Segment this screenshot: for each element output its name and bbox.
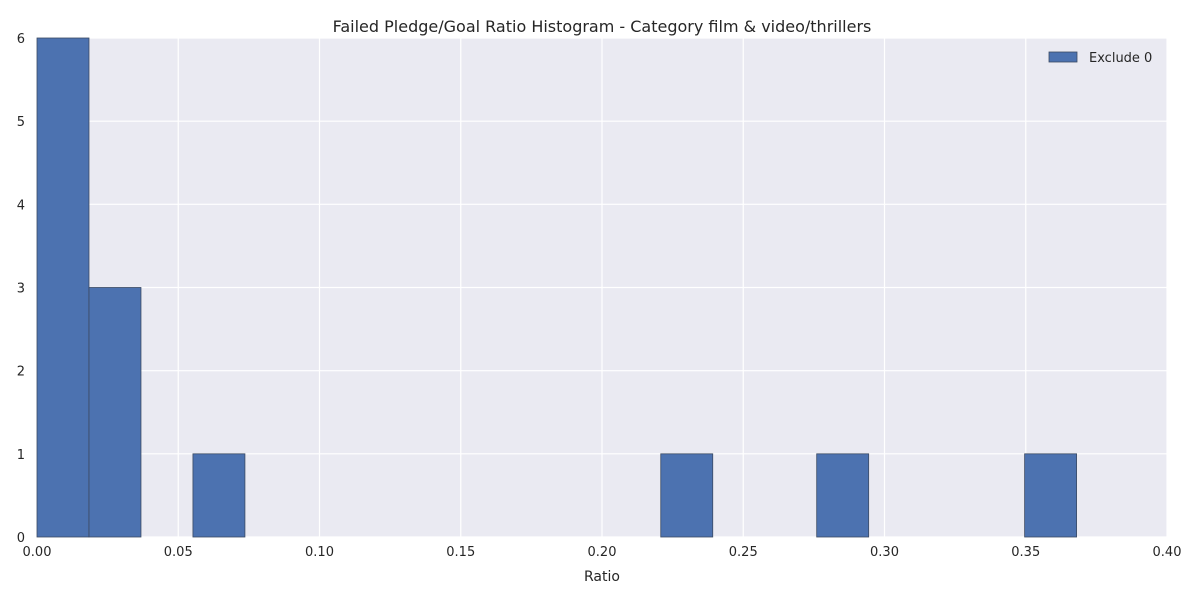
histogram-bar [1024,453,1077,538]
grid-lines [36,37,1168,538]
y-tick-label: 3 [17,282,25,297]
x-tick-labels: 0.00 0.05 0.10 0.15 0.20 0.25 0.30 0.35 0.40 [23,545,1182,560]
y-tick-label: 1 [17,448,25,463]
y-tick-label: 4 [17,198,25,213]
x-tick-label: 0.15 [446,545,475,560]
x-axis-label: Ratio [584,569,620,585]
histogram-bar [88,287,142,538]
x-tick-label: 0.35 [1011,545,1040,560]
y-tick-label: 6 [17,32,25,47]
x-tick-label: 0.00 [23,545,52,560]
histogram-bars [36,37,1077,538]
histogram-bar [192,453,246,538]
x-tick-label: 0.30 [870,545,899,560]
x-tick-label: 0.05 [164,545,193,560]
histogram-bar [660,453,714,538]
y-tick-label: 0 [17,531,25,546]
x-tick-label: 0.10 [305,545,334,560]
y-tick-label: 5 [17,115,25,130]
histogram-bar [816,453,870,538]
y-tick-labels: 0 1 2 3 4 5 6 [17,32,25,546]
legend-label: Exclude 0 [1089,51,1152,66]
legend-swatch [1048,51,1078,63]
x-tick-label: 0.20 [588,545,617,560]
x-tick-label: 0.40 [1153,545,1182,560]
histogram-bar [36,37,90,538]
legend: Exclude 0 [1048,51,1152,66]
y-tick-label: 2 [17,365,25,380]
x-tick-label: 0.25 [729,545,758,560]
chart-title: Failed Pledge/Goal Ratio Histogram - Cat… [333,17,872,36]
